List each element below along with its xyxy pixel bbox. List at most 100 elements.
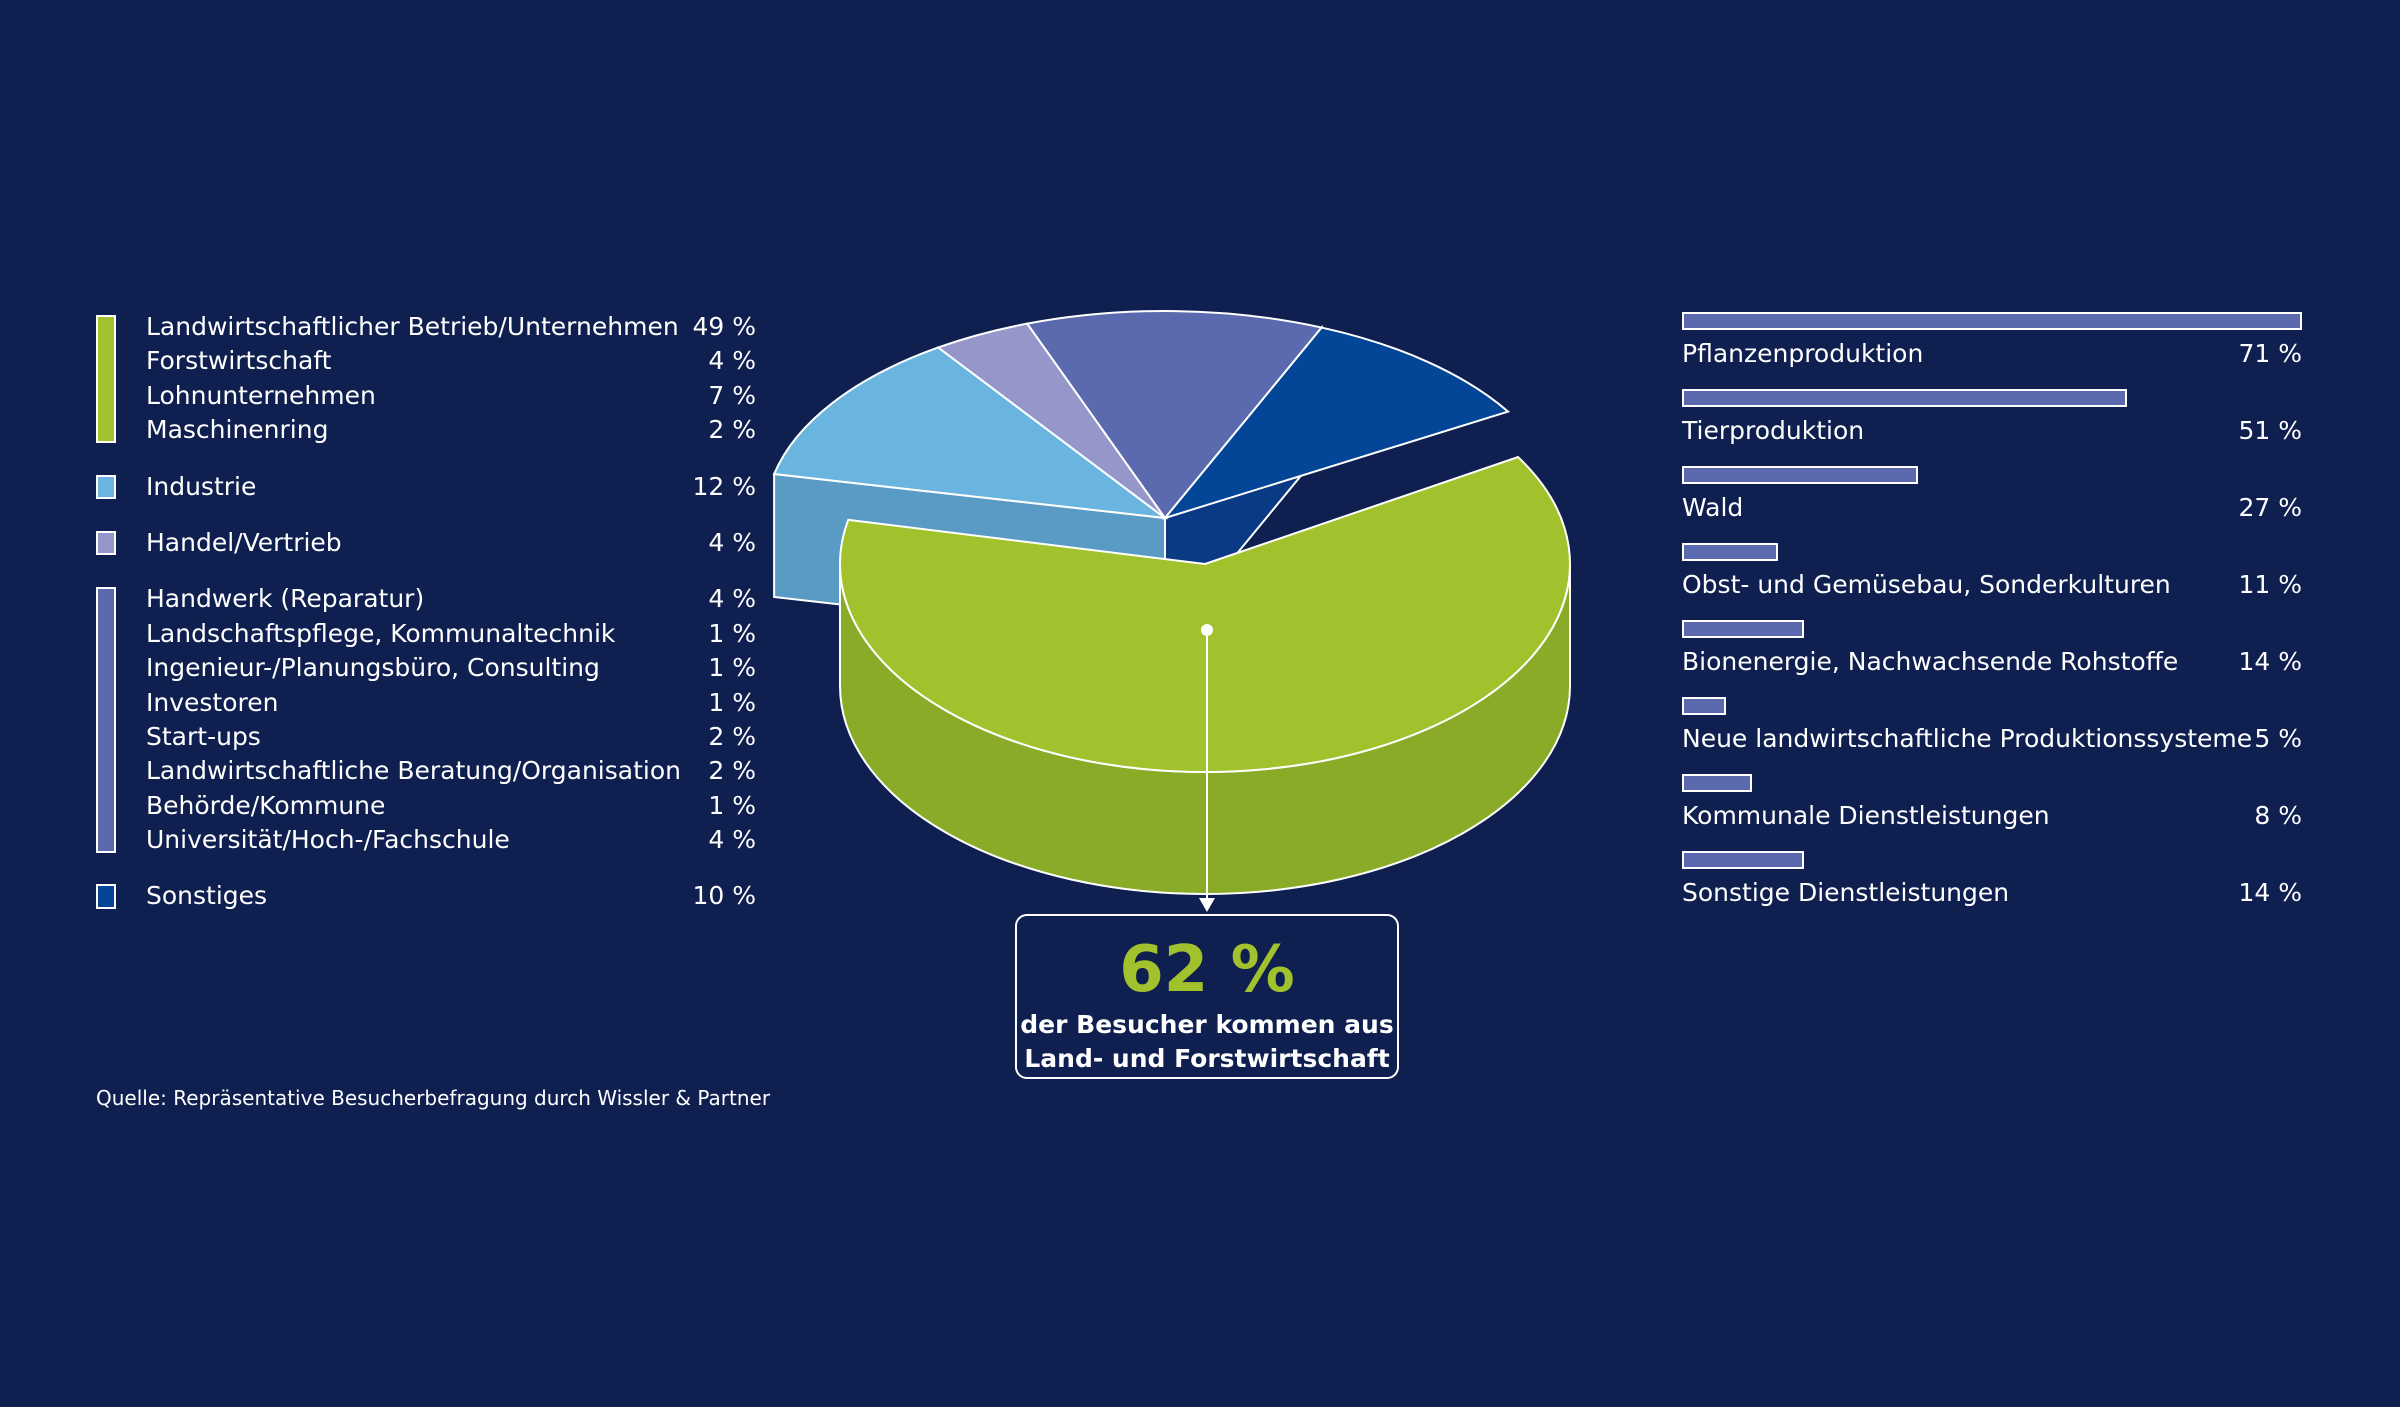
pie-slice [1162,326,1511,520]
legend-row: Sonstiges 10 % [146,879,756,913]
bar [1682,312,2302,330]
bar-label: Neue landwirtschaftliche Produktionssyst… [1682,724,2253,753]
legend-row: Universität/Hoch-/Fachschule 4 % [146,823,756,857]
legend-label: Industrie [146,471,257,501]
legend-row: Maschinenring 2 % [146,413,756,447]
bar-label: Wald [1682,493,1744,522]
legend-swatch [96,530,116,556]
bar-item: Pflanzenproduktion 71 % [1682,312,2302,389]
legend-row: Behörde/Kommune 1 % [146,789,756,823]
legend-value: 1 % [708,618,756,648]
pie-slice [1025,310,1324,520]
pie-slice [772,346,1169,520]
bar-label: Sonstige Dienstleistungen [1682,878,2010,907]
legend-group: Industrie 12 % [96,470,756,504]
legend-group: Handel/Vertrieb 4 % [96,526,756,560]
callout-line-2: Land- und Forstwirtschaft [1024,1044,1390,1073]
legend-label: Forstwirtschaft [146,346,332,376]
legend-swatch [96,474,116,499]
legend-row: Handel/Vertrieb 4 % [146,526,756,560]
legend-label: Landwirtschaftlicher Betrieb/Unternehmen [146,312,679,341]
bar-value-label: 14 % [2238,878,2302,907]
bar [1682,543,1779,561]
legend: Landwirtschaftlicher Betrieb/Unternehmen… [96,310,756,936]
bar-label: Bionenergie, Nachwachsende Rohstoffe [1682,647,2179,676]
legend-label: Universität/Hoch-/Fachschule [146,825,510,855]
legend-label: Handel/Vertrieb [146,527,342,557]
legend-value: 12 % [692,471,756,501]
legend-row: Lohnunternehmen 7 % [146,379,756,413]
bar-label: Pflanzenproduktion [1682,339,1924,368]
bar-chart: Pflanzenproduktion 71 % Tierproduktion 51 %… [1682,312,2302,928]
legend-swatch [96,315,116,443]
legend-value: 2 % [708,721,756,751]
legend-label: Landwirtschaftliche Beratung/Organisatio… [146,756,681,786]
bar-value-label: 11 % [2238,570,2302,599]
legend-value: 2 % [708,756,756,786]
bar [1682,389,2128,407]
legend-label: Start-ups [146,721,261,751]
bar [1682,466,1918,484]
legend-label: Ingenieur-/Planungsbüro, Consulting [146,653,600,683]
legend-row: Landwirtschaftliche Beratung/Organisatio… [146,754,756,788]
legend-label: Sonstiges [146,881,268,911]
legend-group: Landwirtschaftlicher Betrieb/Unternehmen… [96,310,756,448]
legend-row: Landwirtschaftlicher Betrieb/Unternehmen… [146,310,756,344]
bar-item: Kommunale Dienstleistungen 8 % [1682,774,2302,851]
bar-item: Sonstige Dienstleistungen 14 % [1682,851,2302,928]
callout-value: 62 % [1119,933,1295,1007]
legend-value: 4 % [708,346,756,376]
legend-row: Landschaftspflege, Kommunaltechnik 1 % [146,617,756,651]
callout-line-1: der Besucher kommen aus [1020,1010,1394,1039]
bar-label: Kommunale Dienstleistungen [1682,801,2050,830]
bar [1682,697,1726,715]
bar-item: Neue landwirtschaftliche Produktionssyst… [1682,697,2302,774]
legend-group: Sonstiges 10 % [96,879,756,913]
legend-row: Start-ups 2 % [146,720,756,754]
bar-label: Obst- und Gemüsebau, Sonderkulturen [1682,570,2171,599]
bar [1682,774,1752,792]
legend-value: 10 % [692,881,756,911]
pie-slice-green [839,455,1571,773]
bar-item: Wald 27 % [1682,466,2302,543]
bar-value-label: 14 % [2238,647,2302,676]
legend-value: 49 % [692,312,756,341]
bar-item: Bionenergie, Nachwachsende Rohstoffe 14 % [1682,620,2302,697]
bar-item: Obst- und Gemüsebau, Sonderkulturen 11 % [1682,543,2302,620]
source-note: Quelle: Repräsentative Besucherbefragung… [96,1086,771,1110]
legend-value: 1 % [708,653,756,683]
legend-value: 4 % [708,584,756,614]
bar-value-label: 51 % [2238,416,2302,445]
legend-label: Landschaftspflege, Kommunaltechnik [146,618,616,648]
bar-value-label: 5 % [2254,724,2302,753]
legend-row: Industrie 12 % [146,470,756,504]
pointer-arrowhead [1199,898,1215,912]
legend-value: 2 % [708,415,756,445]
legend-swatch [96,587,116,853]
legend-swatch [96,884,116,909]
legend-label: Investoren [146,687,279,717]
legend-value: 4 % [708,527,756,557]
legend-value: 4 % [708,825,756,855]
bar [1682,851,1805,869]
legend-label: Behörde/Kommune [146,790,386,820]
legend-group: Handwerk (Reparatur) 4 % Landschaftspflege… [96,582,756,857]
bar [1682,620,1805,638]
bar-item: Tierproduktion 51 % [1682,389,2302,466]
legend-label: Handwerk (Reparatur) [146,584,425,614]
bar-value-label: 27 % [2238,493,2302,522]
bar-label: Tierproduktion [1682,416,1865,445]
legend-label: Lohnunternehmen [146,380,376,410]
legend-value: 1 % [708,687,756,717]
bar-value-label: 8 % [2254,801,2302,830]
legend-label: Maschinenring [146,415,329,445]
legend-row: Handwerk (Reparatur) 4 % [146,582,756,616]
bar-value-label: 71 % [2238,339,2302,368]
callout-box: 62 % der Besucher kommen aus Land- und F… [1015,914,1399,1079]
legend-row: Ingenieur-/Planungsbüro, Consulting 1 % [146,651,756,685]
legend-row: Investoren 1 % [146,686,756,720]
legend-value: 1 % [708,790,756,820]
legend-value: 7 % [708,380,756,410]
legend-row: Forstwirtschaft 4 % [146,344,756,378]
